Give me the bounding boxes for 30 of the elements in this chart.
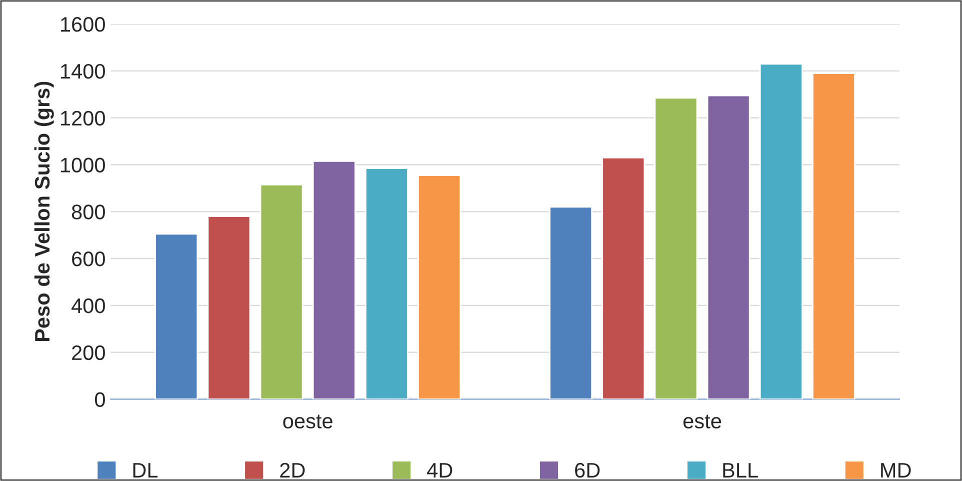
legend-label: DL: [133, 463, 158, 478]
y-tick-label: 400: [71, 298, 105, 314]
y-axis-title: Peso de Vellon Sucio (grs): [34, 82, 54, 342]
bar: [312, 160, 356, 400]
y-tick-label: 1000: [61, 158, 105, 172]
bar: [812, 72, 856, 400]
bar: [207, 216, 251, 400]
bar: [602, 157, 646, 400]
bar: [154, 233, 198, 400]
legend-label: 2D: [280, 462, 305, 478]
y-tick-label: 800: [72, 204, 105, 220]
legend-label: 4D: [427, 463, 452, 478]
y-tick-label: 600: [72, 252, 105, 266]
bar: [706, 94, 750, 400]
x-tick-label: oeste: [283, 414, 332, 428]
y-tick-label: 1200: [61, 110, 105, 126]
bar: [549, 206, 593, 400]
legend-label: MD: [881, 463, 911, 478]
bar: [654, 97, 698, 400]
y-tick-label: 1400: [61, 64, 105, 79]
legend-label: BLL: [723, 463, 758, 478]
bar: [364, 168, 408, 400]
bar: [260, 184, 304, 400]
legend-label: 6D: [575, 462, 600, 478]
y-tick-label: 200: [72, 345, 105, 360]
x-tick-label: este: [683, 414, 722, 428]
y-tick-label: 0: [94, 392, 105, 407]
bar: [759, 63, 803, 400]
bar: [418, 174, 462, 400]
y-tick-label: 1600: [61, 17, 105, 32]
